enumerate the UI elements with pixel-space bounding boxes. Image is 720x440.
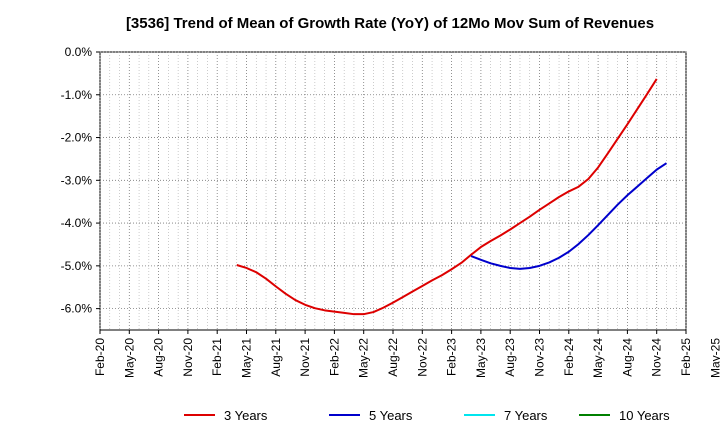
y-tick-label: -5.0%: [61, 259, 93, 273]
y-axis: 0.0% -1.0% -2.0% -3.0% -4.0% -5.0% -6.0%: [61, 45, 100, 316]
y-tick-label: -1.0%: [61, 88, 93, 102]
legend-label: 10 Years: [619, 408, 670, 423]
x-tick-label: Aug-24: [620, 338, 634, 377]
legend-label: 3 Years: [224, 408, 268, 423]
x-tick-label: Feb-20: [93, 338, 107, 376]
legend-label: 5 Years: [369, 408, 413, 423]
x-tick-label: May-23: [474, 338, 488, 378]
x-tick-label: May-22: [357, 338, 371, 378]
series-line-5-years: [470, 162, 668, 270]
legend: 3 Years 5 Years 7 Years 10 Years: [184, 408, 670, 423]
x-tick-label: May-21: [240, 338, 254, 378]
x-tick-label: May-20: [122, 338, 136, 378]
x-axis: Feb-20 May-20 Aug-20 Nov-20 Feb-21 May-21 Aug-…: [93, 330, 720, 378]
y-tick-label: -4.0%: [61, 216, 93, 230]
x-tick-label: Nov-23: [533, 338, 547, 377]
y-tick-label: -2.0%: [61, 131, 93, 145]
x-tick-label: Feb-21: [210, 338, 224, 376]
x-tick-label: Nov-21: [298, 338, 312, 377]
series-line-3-years: [236, 78, 658, 316]
x-tick-label: May-25: [708, 338, 720, 378]
x-tick-label: Nov-22: [415, 338, 429, 377]
y-tick-label: 0.0%: [65, 45, 93, 59]
x-tick-label: Aug-23: [503, 338, 517, 377]
x-tick-label: Feb-24: [562, 338, 576, 376]
chart-title: [3536] Trend of Mean of Growth Rate (YoY…: [126, 15, 654, 32]
x-tick-label: Aug-21: [269, 338, 283, 377]
x-tick-label: Nov-24: [650, 338, 664, 377]
x-tick-label: May-24: [591, 338, 605, 378]
y-tick-label: -3.0%: [61, 173, 93, 187]
series-group: [236, 78, 668, 316]
x-tick-label: Aug-22: [386, 338, 400, 377]
y-tick-label: -6.0%: [61, 302, 93, 316]
x-tick-label: Aug-20: [152, 338, 166, 377]
legend-label: 7 Years: [504, 408, 548, 423]
grid: [99, 51, 687, 330]
x-tick-label: Feb-23: [445, 338, 459, 376]
x-tick-label: Feb-25: [679, 338, 693, 376]
x-tick-label: Feb-22: [327, 338, 341, 376]
x-tick-label: Nov-20: [181, 338, 195, 377]
